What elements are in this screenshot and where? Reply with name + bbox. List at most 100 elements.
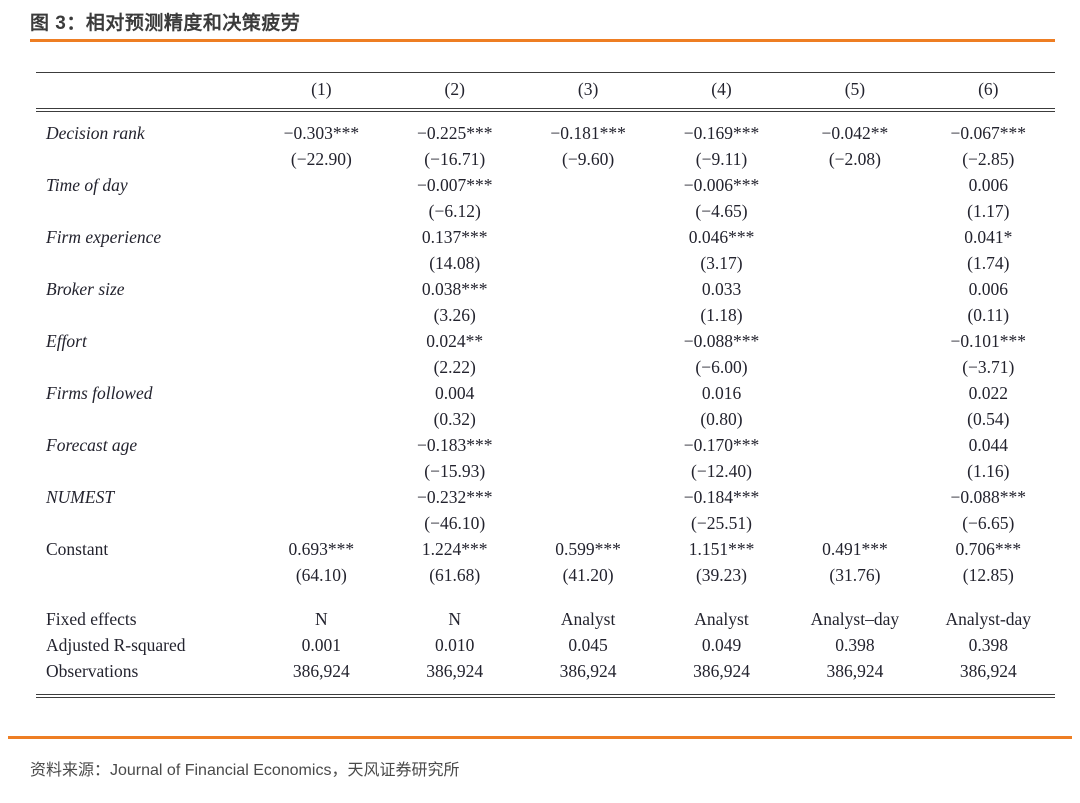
tstat-cell	[255, 302, 388, 328]
coefficient-cell: 1.151***	[688, 539, 755, 559]
tstat-cell	[788, 250, 921, 276]
header-empty-cell	[36, 72, 255, 112]
coefficient-cell: −0.007***	[416, 175, 493, 195]
tstat-cell	[255, 354, 388, 380]
coefficient-cell	[788, 380, 921, 406]
tstat-row: (14.08) (3.17) (1.74)	[36, 250, 1055, 276]
coefficient-cell	[521, 276, 654, 302]
coefficient-row: Constant 0.693*** 1.224*** 0.599*** 1.151***…	[36, 536, 1055, 562]
coefficient-cell: −0.181***	[550, 123, 626, 143]
row-label-empty	[36, 354, 255, 380]
coefficient-cell	[255, 276, 388, 302]
coefficient-cell	[788, 276, 921, 302]
summary-cell: 0.010	[435, 635, 475, 655]
coefficient-cell	[788, 224, 921, 250]
summary-cell: Analyst-day	[945, 609, 1032, 629]
tstat-row: (−46.10) (−25.51) (−6.65)	[36, 510, 1055, 536]
tstat-cell: (61.68)	[429, 565, 481, 585]
tstat-cell: (−15.93)	[424, 461, 486, 481]
summary-cell: 386,924	[959, 661, 1017, 681]
tstat-cell: (−25.51)	[691, 513, 752, 533]
coefficient-cell	[255, 328, 388, 354]
coefficient-cell	[788, 328, 921, 354]
summary-cell: Analyst–day	[810, 609, 900, 629]
row-label-empty	[36, 458, 255, 484]
tstat-row: (2.22) (−6.00) (−3.71)	[36, 354, 1055, 380]
coefficient-cell: 0.693***	[288, 539, 355, 559]
tstat-cell	[255, 250, 388, 276]
tstat-cell: (−6.65)	[962, 513, 1015, 533]
coefficient-cell: −0.169***	[683, 123, 760, 143]
tstat-cell: (41.20)	[562, 565, 614, 585]
tstat-cell: (64.10)	[295, 565, 347, 585]
coefficient-cell: 0.491***	[822, 539, 888, 559]
coefficient-cell: −0.225***	[416, 123, 493, 143]
coefficient-cell: −0.184***	[683, 487, 760, 507]
tstat-cell	[788, 510, 921, 536]
summary-cell: 386,924	[826, 661, 884, 681]
regression-table-wrap: (1) (2) (3) (4) (5) (6) Decision rank −0.303**…	[36, 72, 1055, 698]
coefficient-row: Decision rank −0.303*** −0.225*** −0.181***…	[36, 110, 1055, 146]
coefficient-cell: 0.022	[968, 383, 1008, 403]
tstat-cell	[788, 302, 921, 328]
tstat-cell: (−6.12)	[428, 201, 481, 221]
row-label: Adjusted R-squared	[46, 635, 186, 655]
tstat-cell: (31.76)	[829, 565, 881, 585]
coefficient-cell: 0.006	[968, 175, 1008, 195]
coefficient-cell: −0.006***	[683, 175, 760, 195]
tstat-cell: (0.54)	[967, 409, 1010, 429]
coefficient-row: Forecast age −0.183*** −0.170*** 0.044	[36, 432, 1055, 458]
row-label-empty	[36, 406, 255, 432]
table-body: Decision rank −0.303*** −0.225*** −0.181***…	[36, 110, 1055, 696]
tstat-cell	[521, 510, 654, 536]
tstat-cell	[521, 302, 654, 328]
row-label-empty	[36, 198, 255, 224]
coefficient-cell	[255, 172, 388, 198]
coefficient-cell	[521, 328, 654, 354]
tstat-cell: (−22.90)	[290, 149, 352, 169]
tstat-cell: (0.11)	[967, 305, 1010, 325]
summary-cell: 0.398	[968, 635, 1008, 655]
row-label-empty	[36, 302, 255, 328]
tstat-cell: (3.17)	[700, 253, 743, 273]
tstat-row: (−22.90) (−16.71) (−9.60) (−9.11) (−2.08) (−2…	[36, 146, 1055, 172]
row-label-empty	[36, 510, 255, 536]
tstat-cell	[521, 250, 654, 276]
summary-cell: N	[448, 609, 462, 629]
title-divider-rule	[30, 39, 1055, 42]
row-label-empty	[36, 146, 255, 172]
tstat-cell: (−2.08)	[828, 149, 881, 169]
figure-title: 图 3：相对预测精度和决策疲劳	[30, 13, 301, 34]
tstat-cell	[255, 198, 388, 224]
row-label: Firms followed	[46, 383, 153, 403]
coefficient-cell: −0.088***	[950, 487, 1027, 507]
coefficient-cell: −0.101***	[950, 331, 1027, 351]
summary-cell: 0.049	[701, 635, 742, 655]
tstat-cell: (3.26)	[433, 305, 476, 325]
coefficient-cell: 0.137***	[421, 227, 488, 247]
coefficient-cell	[521, 432, 654, 458]
coefficient-cell: 0.599***	[555, 539, 621, 559]
coefficient-cell	[788, 432, 921, 458]
tstat-cell: (−9.11)	[695, 149, 748, 169]
row-label: Firm experience	[46, 227, 162, 247]
tstat-row: (64.10) (61.68) (41.20) (39.23) (31.76) (12.8…	[36, 562, 1055, 588]
tstat-cell: (−16.71)	[424, 149, 486, 169]
tstat-cell	[521, 354, 654, 380]
tstat-row: (0.32) (0.80) (0.54)	[36, 406, 1055, 432]
tstat-cell	[255, 510, 388, 536]
coefficient-row: Firms followed 0.004 0.016 0.022	[36, 380, 1055, 406]
row-label: Effort	[46, 331, 87, 351]
tstat-cell	[521, 198, 654, 224]
row-label-empty	[36, 562, 255, 588]
coefficient-cell: 0.016	[701, 383, 742, 403]
row-label: Time of day	[46, 175, 128, 195]
coefficient-cell	[255, 224, 388, 250]
coefficient-cell: 0.041*	[964, 227, 1013, 247]
coefficient-cell	[788, 172, 921, 198]
tstat-cell	[521, 458, 654, 484]
tstat-cell: (−46.10)	[424, 513, 486, 533]
coefficient-cell: −0.170***	[683, 435, 760, 455]
coefficient-cell	[521, 484, 654, 510]
coefficient-cell	[521, 380, 654, 406]
